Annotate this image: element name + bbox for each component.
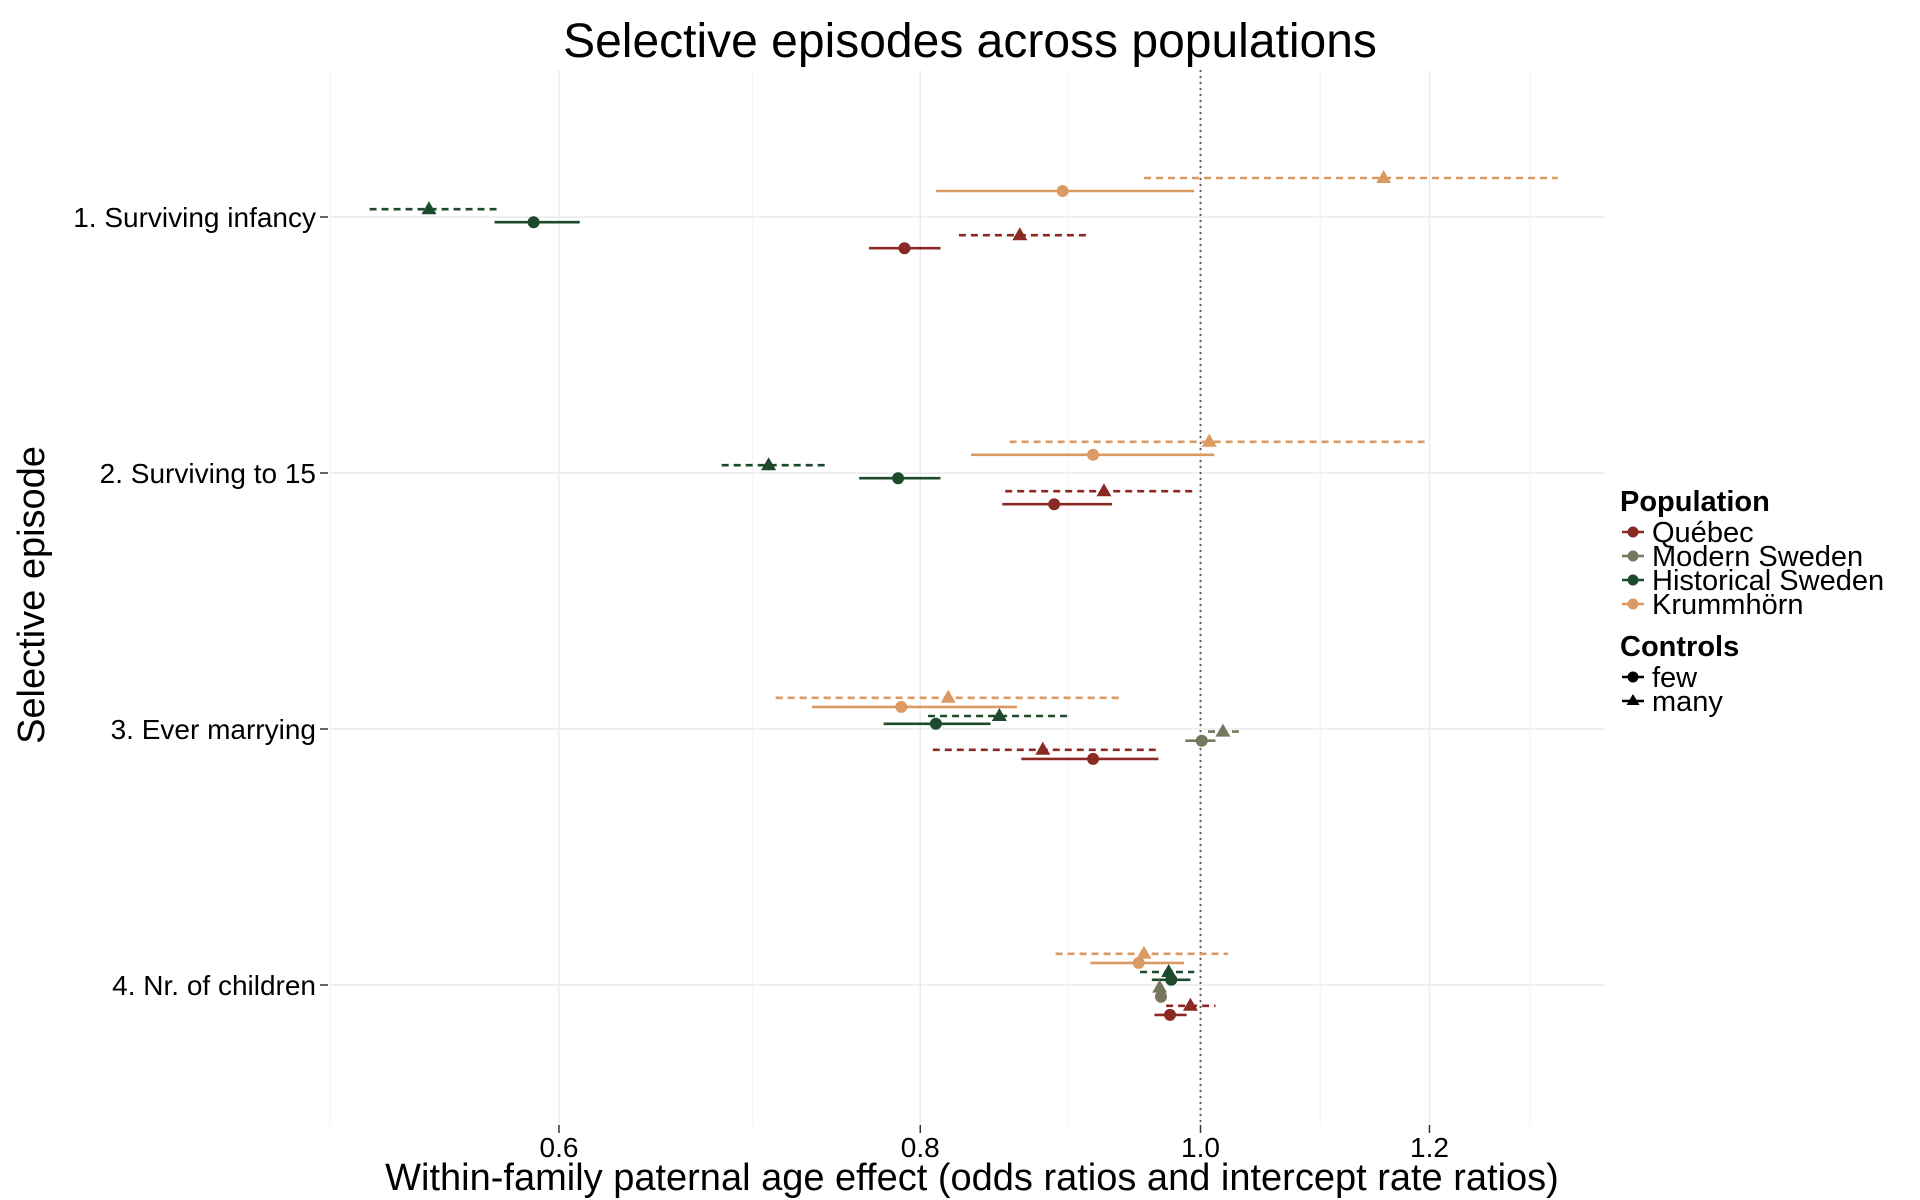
point-estimate-triangle [1136, 945, 1152, 959]
point-estimate-circle [1087, 752, 1100, 765]
estimate-qu-bec-few [1002, 498, 1113, 511]
estimate-qu-bec-few [1021, 752, 1159, 765]
legend-label: Modern Sweden [1652, 541, 1863, 573]
legend-item-krummh-rn: Krummhörn [1622, 589, 1804, 621]
legend-label: many [1652, 686, 1723, 718]
legend-circle [1627, 671, 1639, 683]
legend-item-qu-bec: Québec [1622, 517, 1754, 549]
estimate-marks [369, 170, 1558, 1021]
point-estimate-triangle [1161, 964, 1177, 977]
y-axis-title: Selective episode [11, 446, 53, 744]
estimate-krummh-rn-many [1143, 170, 1558, 183]
legend-title-population: Population [1620, 486, 1770, 518]
x-axis: 0.6 0.8 1.0 1.2 [540, 1125, 1449, 1163]
legend-label: Krummhörn [1652, 589, 1804, 621]
point-estimate-circle [1165, 973, 1178, 986]
estimate-qu-bec-many [958, 227, 1087, 241]
y-tick-label: 4. Nr. of children [112, 970, 316, 1001]
estimate-qu-bec-many [1005, 483, 1197, 497]
point-estimate-triangle [761, 457, 777, 471]
x-tick-label: 0.6 [540, 1132, 579, 1163]
point-estimate-triangle [1182, 997, 1198, 1011]
y-tick-label: 3. Ever marrying [111, 714, 316, 745]
legend-circle [1627, 550, 1639, 562]
estimate-qu-bec-many [1166, 997, 1216, 1011]
point-estimate-circle [1132, 956, 1145, 969]
estimate-historical-sweden-few [494, 216, 580, 229]
estimate-historical-sweden-few [1151, 973, 1191, 986]
estimate-modern-sweden-many [1152, 979, 1168, 993]
legend-label: Historical Sweden [1652, 565, 1884, 597]
y-tick-label: 1. Surviving infancy [73, 202, 316, 233]
point-estimate-circle [1087, 448, 1100, 461]
estimate-krummh-rn-many [1009, 433, 1430, 447]
point-estimate-triangle [1152, 979, 1168, 993]
x-tick-label: 1.2 [1410, 1132, 1449, 1163]
point-estimate-triangle [1376, 170, 1392, 183]
point-estimate-triangle [1096, 483, 1112, 497]
estimate-modern-sweden-many [1208, 723, 1239, 737]
legend-circle [1627, 574, 1639, 586]
y-axis: 1. Surviving infancy 2. Surviving to 15 3.… [73, 202, 328, 1001]
point-estimate-circle [1154, 990, 1167, 1003]
point-estimate-circle [1163, 1008, 1176, 1021]
chart-title: Selective episodes across populations [563, 15, 1377, 68]
point-estimate-triangle [1215, 723, 1231, 737]
estimate-krummh-rn-few [1090, 956, 1185, 969]
legend-circle [1627, 526, 1639, 538]
point-estimate-circle [892, 472, 905, 485]
point-estimate-triangle [1012, 227, 1028, 241]
x-axis-title: Within-family paternal age effect (odds … [385, 1157, 1559, 1199]
point-estimate-circle [1056, 185, 1069, 197]
legend-title-controls: Controls [1620, 631, 1739, 663]
estimate-krummh-rn-few [812, 700, 1017, 713]
x-tick-label: 1.0 [1181, 1132, 1220, 1163]
point-estimate-triangle [421, 201, 437, 215]
estimate-qu-bec-few [1154, 1008, 1187, 1021]
estimate-modern-sweden-few [1185, 734, 1216, 747]
grid [329, 70, 1605, 1125]
legend-label: Québec [1652, 517, 1754, 549]
estimate-historical-sweden-many [1140, 964, 1195, 977]
legend-circle [1627, 598, 1639, 610]
legend-item-few: few [1622, 662, 1698, 694]
legend-item-many: many [1622, 686, 1723, 718]
estimate-historical-sweden-few [859, 472, 941, 485]
point-estimate-circle [527, 216, 540, 229]
estimate-krummh-rn-few [971, 448, 1215, 461]
estimate-historical-sweden-many [928, 708, 1071, 721]
point-estimate-triangle [940, 689, 956, 703]
estimate-historical-sweden-many [369, 201, 499, 215]
estimate-historical-sweden-few [883, 717, 991, 730]
point-estimate-circle [895, 700, 908, 713]
estimate-historical-sweden-many [721, 457, 826, 471]
estimate-qu-bec-few [868, 242, 941, 255]
legend-item-modern-sweden: Modern Sweden [1622, 541, 1863, 573]
legend-label: few [1652, 662, 1698, 694]
point-estimate-circle [929, 717, 942, 730]
estimate-krummh-rn-few [935, 185, 1195, 197]
estimate-qu-bec-many [932, 741, 1159, 755]
point-estimate-triangle [1035, 741, 1051, 755]
point-estimate-circle [1048, 498, 1061, 511]
legend-triangle [1626, 694, 1640, 705]
point-estimate-triangle [991, 708, 1007, 721]
point-estimate-circle [1195, 734, 1208, 747]
estimate-krummh-rn-many [1055, 945, 1228, 959]
y-tick-label: 2. Surviving to 15 [100, 458, 316, 489]
estimate-krummh-rn-many [775, 689, 1123, 703]
legend-item-historical-sweden: Historical Sweden [1622, 565, 1884, 597]
point-estimate-triangle [1201, 433, 1217, 447]
point-estimate-circle [898, 242, 911, 255]
x-tick-label: 0.8 [901, 1132, 940, 1163]
estimate-modern-sweden-few [1154, 990, 1167, 1003]
